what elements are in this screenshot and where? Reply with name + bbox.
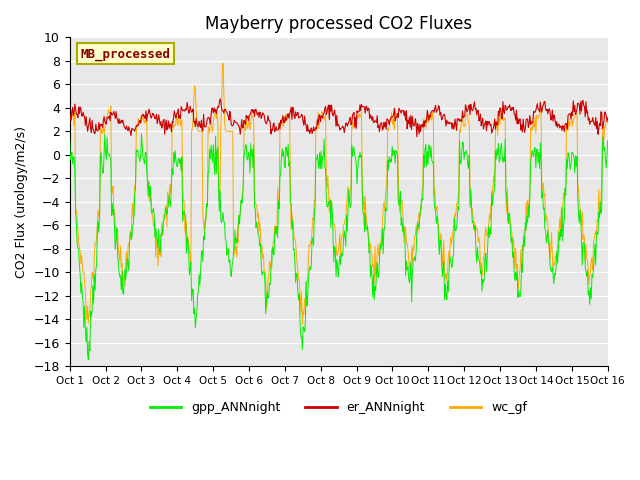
wc_gf xyxy=(186,248,193,254)
gpp_ANNnight xyxy=(187,259,195,265)
gpp_ANNnight xyxy=(604,138,612,144)
wc_gf xyxy=(604,120,612,125)
er_ANNnight xyxy=(421,118,429,124)
wc_gf xyxy=(220,60,227,66)
gpp_ANNnight xyxy=(132,184,140,190)
er_ANNnight xyxy=(216,96,224,102)
wc_gf xyxy=(66,113,74,119)
er_ANNnight xyxy=(604,115,612,121)
gpp_ANNnight xyxy=(216,208,223,214)
gpp_ANNnight xyxy=(138,131,145,136)
er_ANNnight xyxy=(404,121,412,127)
gpp_ANNnight xyxy=(66,136,74,142)
wc_gf xyxy=(421,121,429,127)
Line: wc_gf: wc_gf xyxy=(70,63,608,324)
er_ANNnight xyxy=(66,119,74,125)
gpp_ANNnight xyxy=(421,145,429,151)
Title: Mayberry processed CO2 Fluxes: Mayberry processed CO2 Fluxes xyxy=(205,15,472,33)
Line: er_ANNnight: er_ANNnight xyxy=(70,99,608,137)
wc_gf xyxy=(298,321,306,327)
er_ANNnight xyxy=(76,110,83,116)
wc_gf xyxy=(406,267,413,273)
er_ANNnight xyxy=(186,110,193,116)
Line: gpp_ANNnight: gpp_ANNnight xyxy=(70,133,608,360)
gpp_ANNnight xyxy=(76,263,83,268)
gpp_ANNnight xyxy=(406,280,413,286)
wc_gf xyxy=(131,182,139,188)
Legend: gpp_ANNnight, er_ANNnight, wc_gf: gpp_ANNnight, er_ANNnight, wc_gf xyxy=(145,396,532,420)
er_ANNnight xyxy=(214,104,221,109)
er_ANNnight xyxy=(413,134,420,140)
wc_gf xyxy=(76,245,83,251)
gpp_ANNnight xyxy=(84,357,92,362)
Y-axis label: CO2 Flux (urology/m2/s): CO2 Flux (urology/m2/s) xyxy=(15,126,28,278)
wc_gf xyxy=(214,120,221,126)
er_ANNnight xyxy=(131,128,139,134)
Text: MB_processed: MB_processed xyxy=(81,47,170,60)
